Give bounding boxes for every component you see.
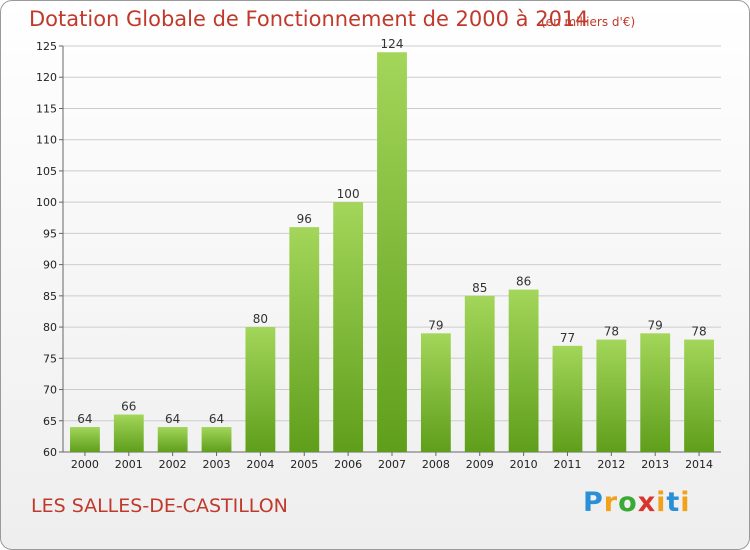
x-tick-label-2005: 2005 — [290, 458, 318, 471]
bar-2008 — [420, 333, 451, 452]
value-label-2000: 64 — [77, 412, 92, 426]
bar-2005 — [289, 227, 320, 452]
x-tick-label-2013: 2013 — [641, 458, 669, 471]
y-tick-label: 125 — [36, 40, 57, 53]
bar-2014 — [684, 339, 714, 452]
value-label-2011: 77 — [560, 331, 575, 345]
chart-title: Dotation Globale de Fonctionnement de 20… — [29, 7, 589, 31]
value-label-2005: 96 — [297, 212, 312, 226]
y-tick-label: 100 — [36, 196, 57, 209]
y-tick-label: 110 — [36, 134, 57, 147]
value-label-2006: 100 — [337, 187, 360, 201]
x-tick-label-2012: 2012 — [597, 458, 625, 471]
value-label-2009: 85 — [472, 281, 487, 295]
value-label-2013: 79 — [648, 318, 663, 332]
value-label-2003: 64 — [209, 412, 224, 426]
x-tick-label-2007: 2007 — [378, 458, 406, 471]
bar-2003 — [201, 427, 232, 452]
bar-2011 — [552, 345, 583, 452]
x-tick-label-2014: 2014 — [685, 458, 713, 471]
y-tick-label: 75 — [43, 352, 57, 365]
y-tick-label: 70 — [43, 384, 57, 397]
bar-2012 — [596, 339, 627, 452]
bar-2013 — [640, 333, 671, 452]
bar-2006 — [333, 202, 364, 452]
y-tick-label: 115 — [36, 102, 57, 115]
chart-subtitle: (en milliers d'€) — [541, 15, 636, 29]
value-label-2001: 66 — [121, 400, 136, 414]
bar-2007 — [377, 52, 407, 452]
value-label-2012: 78 — [604, 325, 619, 339]
y-tick-label: 60 — [43, 446, 57, 459]
bars — [70, 52, 714, 452]
bar-2001 — [113, 414, 144, 452]
x-tick-label-2009: 2009 — [466, 458, 494, 471]
x-tick-label-2003: 2003 — [203, 458, 231, 471]
bar-2010 — [508, 289, 539, 452]
x-tick-label-2000: 2000 — [71, 458, 99, 471]
x-tick-label-2002: 2002 — [159, 458, 187, 471]
y-tick-label: 95 — [43, 227, 57, 240]
y-tick-label: 65 — [43, 415, 57, 428]
value-label-2008: 79 — [428, 318, 443, 332]
city-name: LES SALLES-DE-CASTILLON — [31, 495, 288, 517]
bar-2004 — [245, 327, 276, 452]
x-tick-label-2008: 2008 — [422, 458, 450, 471]
y-tick-label: 85 — [43, 290, 57, 303]
x-tick-label-2010: 2010 — [510, 458, 538, 471]
value-label-2010: 86 — [516, 275, 531, 289]
value-label-2004: 80 — [253, 312, 268, 326]
x-tick-label-2011: 2011 — [553, 458, 581, 471]
bar-2000 — [70, 427, 100, 452]
bar-2002 — [157, 427, 188, 452]
y-tick-label: 105 — [36, 165, 57, 178]
value-label-2014: 78 — [691, 325, 706, 339]
y-tick-label: 80 — [43, 321, 57, 334]
y-tick-label: 120 — [36, 71, 57, 84]
value-label-2002: 64 — [165, 412, 180, 426]
x-tick-label-2006: 2006 — [334, 458, 362, 471]
x-tick-label-2001: 2001 — [115, 458, 143, 471]
value-label-2007: 124 — [381, 37, 404, 51]
labels: 64 2000 66 2001 64 2002 64 2003 80 2004 96 2005 100 2… — [71, 37, 713, 471]
bar-2009 — [464, 295, 495, 452]
x-tick-label-2004: 2004 — [246, 458, 274, 471]
y-tick-label: 90 — [43, 259, 57, 272]
proxiti-logo[interactable]: Proxiti — [583, 487, 691, 518]
